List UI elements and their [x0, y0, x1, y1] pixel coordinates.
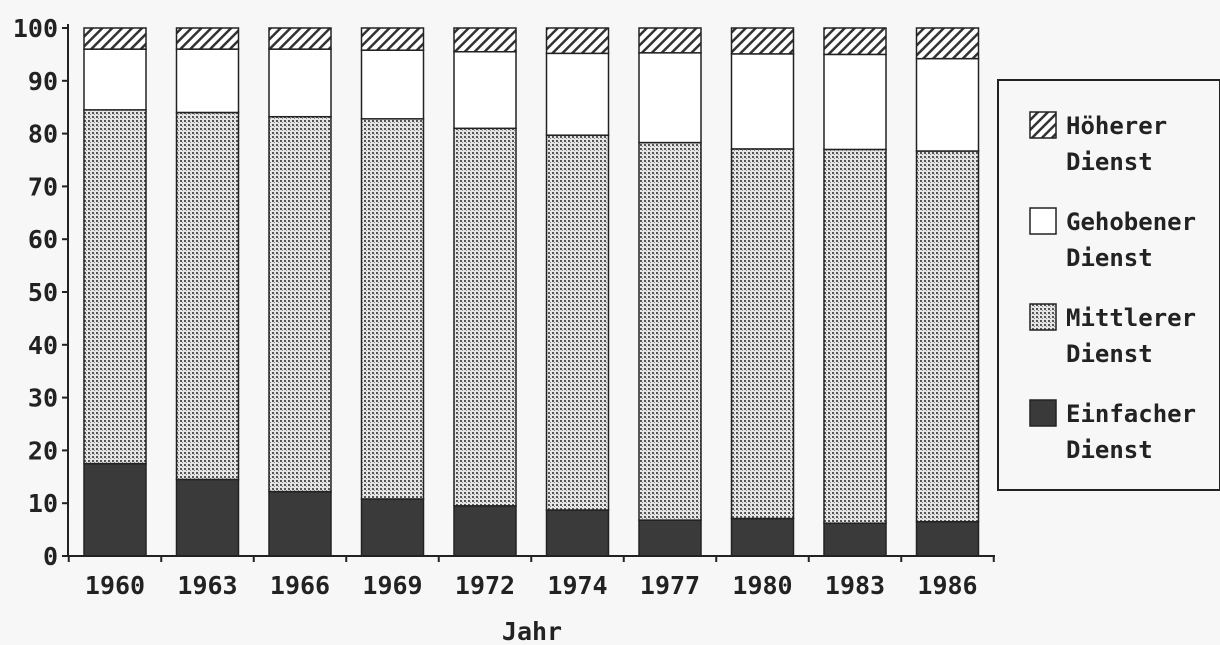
bar-segment-dotted [915, 150, 980, 523]
x-tick-label: 1980 [732, 571, 792, 600]
x-tick-label: 1983 [825, 571, 885, 600]
bar-segment-hatched [915, 27, 980, 60]
legend-swatch [1029, 399, 1057, 427]
bars [83, 27, 980, 557]
y-tick-label: 70 [28, 172, 58, 201]
bar-segment-open [823, 53, 887, 151]
bar-segment-solid [545, 509, 610, 557]
bar-segment-dotted [730, 148, 795, 520]
x-tick-label: 1972 [455, 571, 515, 600]
bar-segment-solid [360, 498, 425, 557]
bar-segment-solid [83, 462, 147, 557]
bar-1960 [83, 27, 147, 557]
x-tick-label: 1966 [270, 571, 330, 600]
bar-segment-dotted [638, 141, 702, 521]
legend-label: Dienst [1066, 148, 1153, 176]
x-tick-label: 1977 [640, 571, 700, 600]
bar-1980 [730, 27, 795, 557]
bar-segment-hatched [268, 27, 332, 50]
bar-1977 [638, 27, 702, 557]
legend-label: Mittlerer [1066, 304, 1196, 332]
legend-box [997, 79, 1220, 491]
x-axis: 1960 1963 1966 1969 1972 1974 1977 1980 1983 1986 [67, 555, 995, 600]
y-tick-label: 90 [28, 67, 58, 96]
legend-swatch [1029, 111, 1057, 139]
bar-1972 [453, 27, 517, 557]
legend-label: Dienst [1066, 340, 1153, 368]
x-tick-label: 1986 [917, 571, 977, 600]
bar-segment-dotted [83, 109, 147, 465]
bar-1983 [823, 27, 887, 557]
bar-segment-dotted [453, 127, 517, 507]
legend-label: Gehobener [1066, 208, 1196, 236]
y-tick-label: 40 [28, 331, 58, 360]
y-tick-label: 60 [28, 225, 58, 254]
bar-segment-dotted [360, 118, 425, 500]
bar-segment-open [360, 49, 425, 120]
legend-item-open: Gehobener Dienst [1029, 207, 1196, 272]
bar-segment-hatched [83, 27, 147, 50]
bar-segment-solid [730, 517, 795, 557]
bar-segment-dotted [545, 134, 610, 511]
bar-segment-open [175, 48, 240, 114]
bar-segment-solid [915, 520, 980, 557]
legend-label: Dienst [1066, 244, 1153, 272]
bar-segment-hatched [730, 27, 795, 55]
y-tick-label: 100 [13, 14, 58, 43]
x-tick-label: 1963 [177, 571, 237, 600]
y-tick-label: 0 [43, 542, 58, 571]
bar-1963 [175, 27, 240, 557]
bar-segment-solid [175, 478, 240, 557]
x-tick-label: 1974 [547, 571, 607, 600]
bar-1966 [268, 27, 332, 557]
bar-segment-hatched [453, 27, 517, 53]
y-tick-label: 50 [28, 278, 58, 307]
legend-item-hatched: Höherer Dienst [1029, 111, 1167, 176]
bar-segment-open [453, 51, 517, 130]
x-tick-label: 1960 [85, 571, 145, 600]
bar-segment-open [730, 53, 795, 150]
legend-item-dotted: Mittlerer Dienst [1029, 303, 1196, 368]
legend-swatch [1029, 303, 1057, 331]
bar-1974 [545, 27, 610, 557]
legend-label: Höherer [1066, 112, 1167, 140]
legend: Höherer Dienst Gehobener Dienst Mittlerer Die… [997, 79, 1220, 491]
y-tick-label: 30 [28, 384, 58, 413]
bar-segment-open [638, 52, 702, 144]
bar-segment-open [83, 48, 147, 111]
x-axis-title: Jahr [502, 617, 562, 645]
bar-segment-open [545, 52, 610, 136]
y-tick-label: 20 [28, 436, 58, 465]
legend-swatch [1029, 207, 1057, 235]
y-tick-label: 10 [28, 489, 58, 518]
bar-segment-open [915, 57, 980, 152]
y-tick-label: 80 [28, 120, 58, 149]
bar-segment-solid [453, 505, 517, 557]
legend-item-solid: Einfacher Dienst [1029, 399, 1196, 464]
bar-segment-dotted [268, 115, 332, 493]
bar-segment-hatched [638, 27, 702, 54]
bar-segment-open [268, 48, 332, 118]
bar-segment-solid [268, 490, 332, 557]
bar-segment-hatched [175, 27, 240, 50]
x-tick-label: 1969 [362, 571, 422, 600]
bar-1969 [360, 27, 425, 557]
bar-segment-hatched [823, 27, 887, 56]
legend-label: Dienst [1066, 436, 1153, 464]
y-axis: 0 10 20 30 40 50 60 70 80 90 100 [13, 14, 69, 571]
bar-segment-dotted [823, 148, 887, 525]
bar-segment-hatched [545, 27, 610, 55]
bar-segment-dotted [175, 111, 240, 481]
bar-segment-solid [823, 522, 887, 557]
legend-label: Einfacher [1066, 400, 1196, 428]
bar-segment-hatched [360, 27, 425, 51]
bar-segment-solid [638, 519, 702, 557]
bar-1986 [915, 27, 980, 557]
